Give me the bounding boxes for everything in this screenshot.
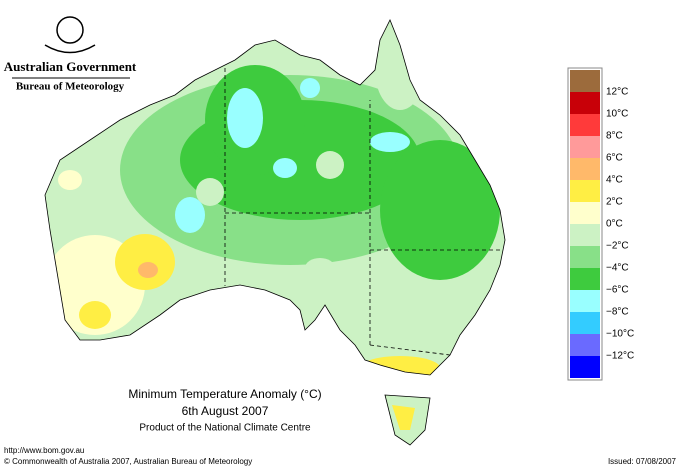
legend-label: 0°C	[606, 219, 623, 230]
legend-swatch	[570, 290, 600, 312]
legend-label: −6°C	[606, 285, 629, 296]
legend-swatch	[570, 268, 600, 290]
legend-swatch	[570, 70, 600, 92]
legend-swatch	[570, 136, 600, 158]
legend-label: −2°C	[606, 241, 629, 252]
legend-swatch	[570, 356, 600, 378]
legend-label: 4°C	[606, 175, 623, 186]
map-title: Minimum Temperature Anomaly (°C)	[128, 387, 321, 401]
legend-swatch	[570, 180, 600, 202]
legend-label: 12°C	[606, 87, 628, 98]
map	[44, 19, 506, 446]
legend-label: −4°C	[606, 263, 629, 274]
legend-swatch	[570, 114, 600, 136]
copyright: © Commonwealth of Australia 2007, Austra…	[4, 457, 252, 466]
url[interactable]: http://www.bom.gov.au	[4, 446, 84, 455]
org-subtitle: Bureau of Meteorology	[16, 81, 125, 93]
legend-swatch	[570, 224, 600, 246]
legend-label: −12°C	[606, 351, 634, 362]
legend-label: 10°C	[606, 109, 628, 120]
map-date: 6th August 2007	[182, 404, 269, 418]
legend-swatch	[570, 312, 600, 334]
map-source: Product of the National Climate Centre	[139, 423, 311, 434]
logo	[44, 16, 96, 54]
legend-label: 8°C	[606, 131, 623, 142]
issued: Issued: 07/08/2007	[608, 457, 677, 466]
legend-swatch	[570, 334, 600, 356]
legend: 12°C 10°C 8°C 6°C 4°C 2°C 0°C −2°C −4°C −6°C −8°C −…	[567, 67, 634, 381]
legend-swatch	[570, 246, 600, 268]
legend-swatch	[570, 158, 600, 180]
legend-swatch	[570, 92, 600, 114]
legend-frame	[567, 67, 603, 381]
legend-label: −10°C	[606, 329, 634, 340]
legend-label: 2°C	[606, 197, 623, 208]
legend-label: −8°C	[606, 307, 629, 318]
legend-label: 6°C	[606, 153, 623, 164]
org-title: Australian Government	[4, 59, 137, 74]
legend-swatch	[570, 202, 600, 224]
